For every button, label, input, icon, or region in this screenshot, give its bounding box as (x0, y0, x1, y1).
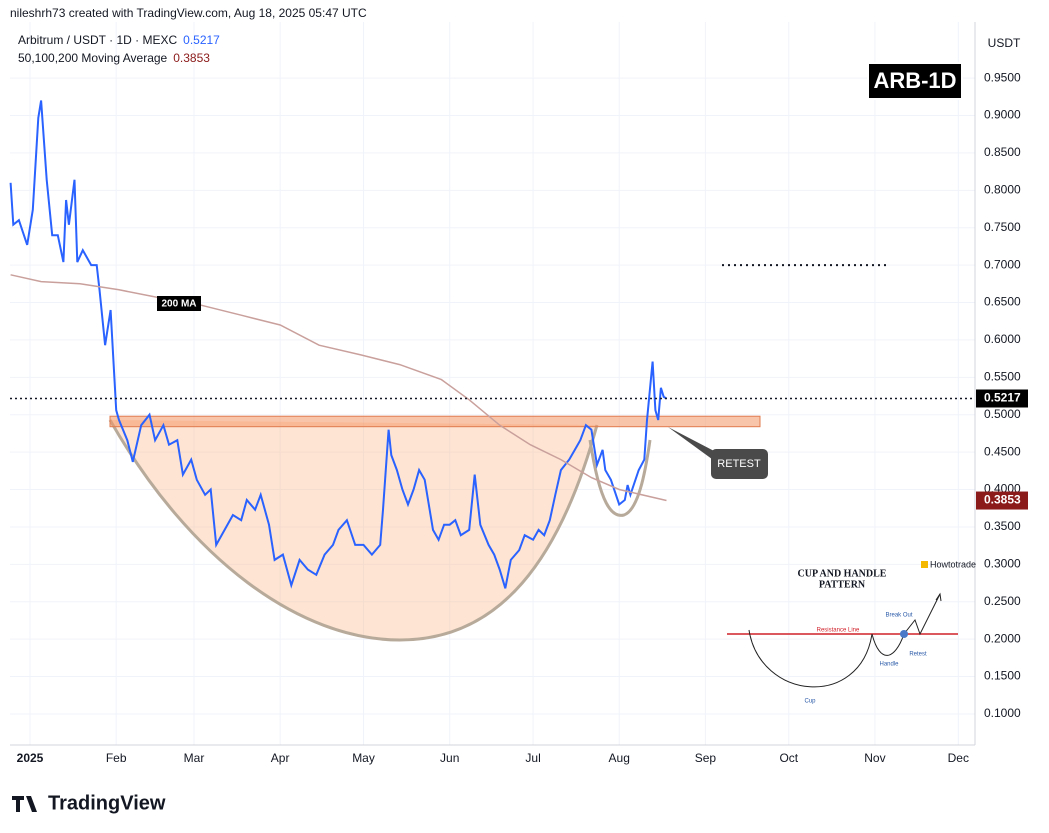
inset-handle (871, 593, 941, 656)
inset-brand: Howtotrade (930, 559, 976, 569)
x-tick-label: Jun (440, 751, 459, 765)
handle-curve (588, 439, 652, 517)
x-tick-label: Dec (948, 751, 969, 765)
retest-label: RETEST (717, 458, 761, 470)
inset-breakout-dot (900, 630, 908, 638)
credit: nileshrh73 created with TradingView.com,… (10, 6, 367, 20)
ma-line (10, 274, 667, 502)
y-tick-label: 0.1500 (984, 669, 1021, 683)
y-tick-label: 0.6000 (984, 332, 1021, 346)
inset: CUP AND HANDLE PATTERN Howtotrade Resist… (727, 559, 976, 705)
x-tick-label: Mar (184, 751, 205, 765)
y-tick-label: 0.2500 (984, 594, 1021, 608)
inset-cup (748, 629, 873, 688)
inset-arrow (935, 592, 942, 602)
resistance-zone (109, 415, 761, 428)
retest-pointer (668, 427, 716, 462)
legend-entry: 50,100,200 Moving Average (18, 51, 168, 65)
ma-tag-label: 0.3853 (984, 493, 1021, 507)
x-tick-label: Jul (525, 751, 540, 765)
legend-value: 0.5217 (183, 33, 220, 47)
axis-unit: USDT (988, 36, 1021, 50)
grid (10, 22, 975, 745)
inset-title: CUP AND HANDLE (798, 568, 887, 579)
y-tick-label: 0.8500 (984, 145, 1021, 159)
y-tick-label: 0.7000 (984, 257, 1021, 271)
y-tick-label: 0.3000 (984, 557, 1021, 571)
y-tick-label: 0.2000 (984, 631, 1021, 645)
x-tick-label: Aug (609, 751, 630, 765)
y-tick-label: 0.1000 (984, 706, 1021, 720)
price-line (9, 100, 668, 589)
brand-logo (12, 796, 37, 812)
x-tick-label: Nov (864, 751, 885, 765)
y-tick-label: 0.4500 (984, 444, 1021, 458)
inset-title: PATTERN (819, 579, 866, 590)
inset-label: Handle (879, 662, 899, 668)
y-tick-label: 0.3500 (984, 519, 1021, 533)
cup-curve (108, 419, 599, 642)
y-tick-label: 0.6500 (984, 295, 1021, 309)
inset-label: Cup (804, 699, 816, 705)
ma-label: 200 MA (161, 299, 196, 310)
price-tag-label: 0.5217 (984, 391, 1021, 405)
y-tick-label: 0.5500 (984, 370, 1021, 384)
x-tick-label: Feb (106, 751, 127, 765)
x-tick-label: Apr (271, 751, 290, 765)
ticker-label: ARB-1D (873, 68, 956, 93)
x-tick-label: May (352, 751, 375, 765)
retest-box (711, 449, 768, 479)
ticker-box (867, 62, 963, 100)
y-tick-label: 0.7500 (984, 220, 1021, 234)
x-tick-label: Oct (779, 751, 798, 765)
brand: TradingView (48, 792, 166, 814)
y-tick-label: 0.9000 (984, 108, 1021, 122)
inset-logo (921, 561, 928, 568)
inset-label: Break Out (885, 613, 912, 619)
inset-label: Retest (909, 652, 927, 658)
y-tick-label: 0.8000 (984, 182, 1021, 196)
y-tick-label: 0.5000 (984, 407, 1021, 421)
ma-label-box (157, 296, 201, 311)
x-tick-label: Sep (695, 751, 717, 765)
legend-entry: Arbitrum / USDT · 1D · MEXC (18, 33, 177, 47)
legend-value: 0.3853 (173, 51, 210, 65)
ma-tag (976, 491, 1028, 510)
inset-label: Resistance Line (817, 628, 860, 634)
y-tick-label: 0.9500 (984, 70, 1021, 84)
x-tick-label: 2025 (17, 751, 44, 765)
price-tag (976, 389, 1028, 408)
plot (9, 100, 975, 589)
